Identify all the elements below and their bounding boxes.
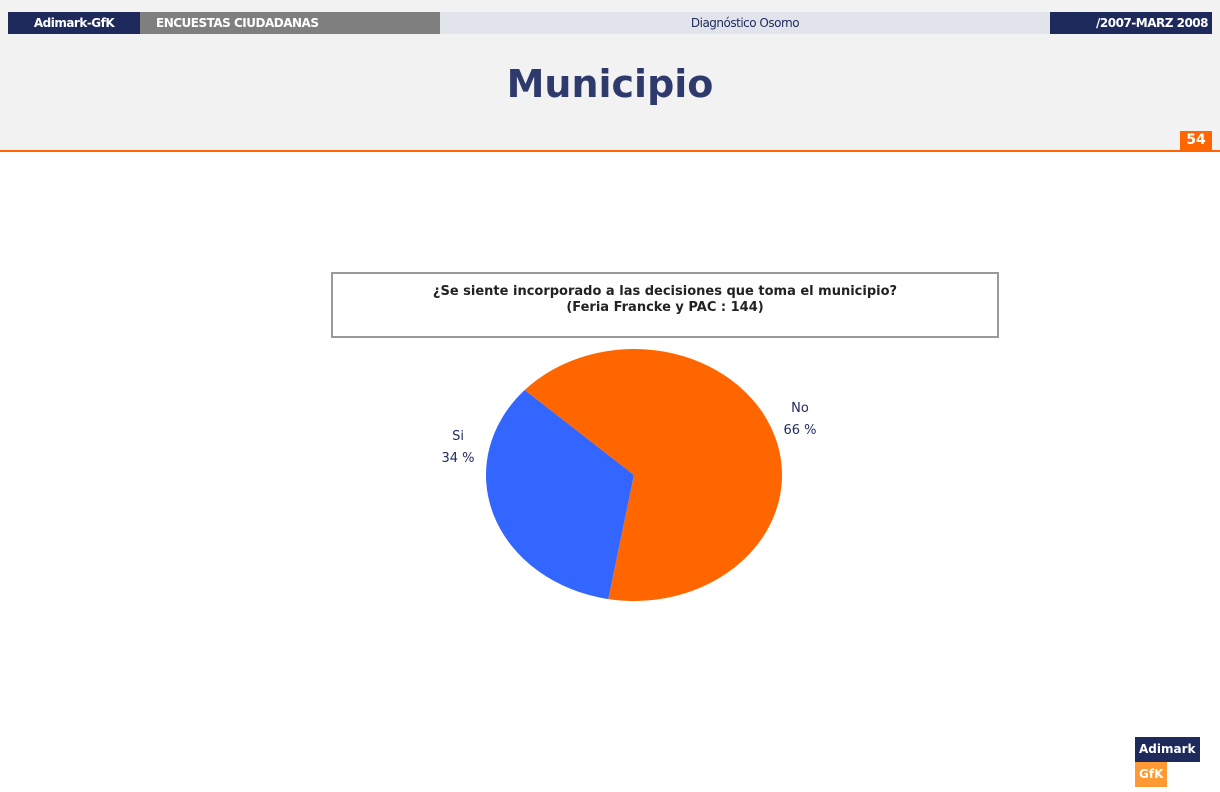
pie-slice <box>524 348 782 601</box>
logo-left: Adimark <box>1135 737 1200 762</box>
chart-title: ¿Se siente incorporado a las decisiones … <box>432 284 898 299</box>
chart-subtitle: (Feria Francke y PAC : 144) <box>566 300 764 315</box>
slice-label: 34 % <box>441 451 474 466</box>
slide-title: Municipio <box>506 62 714 106</box>
header-center: Diagnóstico Osorno <box>440 12 1050 34</box>
section: ENCUESTAS CIUDADANAS <box>140 12 440 34</box>
brand: Adimark-GfK <box>8 12 140 34</box>
slice-category: No <box>791 401 809 416</box>
page-number: 54 <box>1180 131 1212 150</box>
pie-slice <box>486 390 634 600</box>
slice-category: Si <box>452 429 464 444</box>
footer-logo: AdimarkGfK <box>1135 737 1220 787</box>
slice-label: 66 % <box>783 423 816 438</box>
chart-title-box: ¿Se siente incorporado a las decisiones … <box>331 272 999 338</box>
period: /2007-MARZ 2008 <box>1050 12 1212 34</box>
logo-right: GfK <box>1135 762 1168 787</box>
